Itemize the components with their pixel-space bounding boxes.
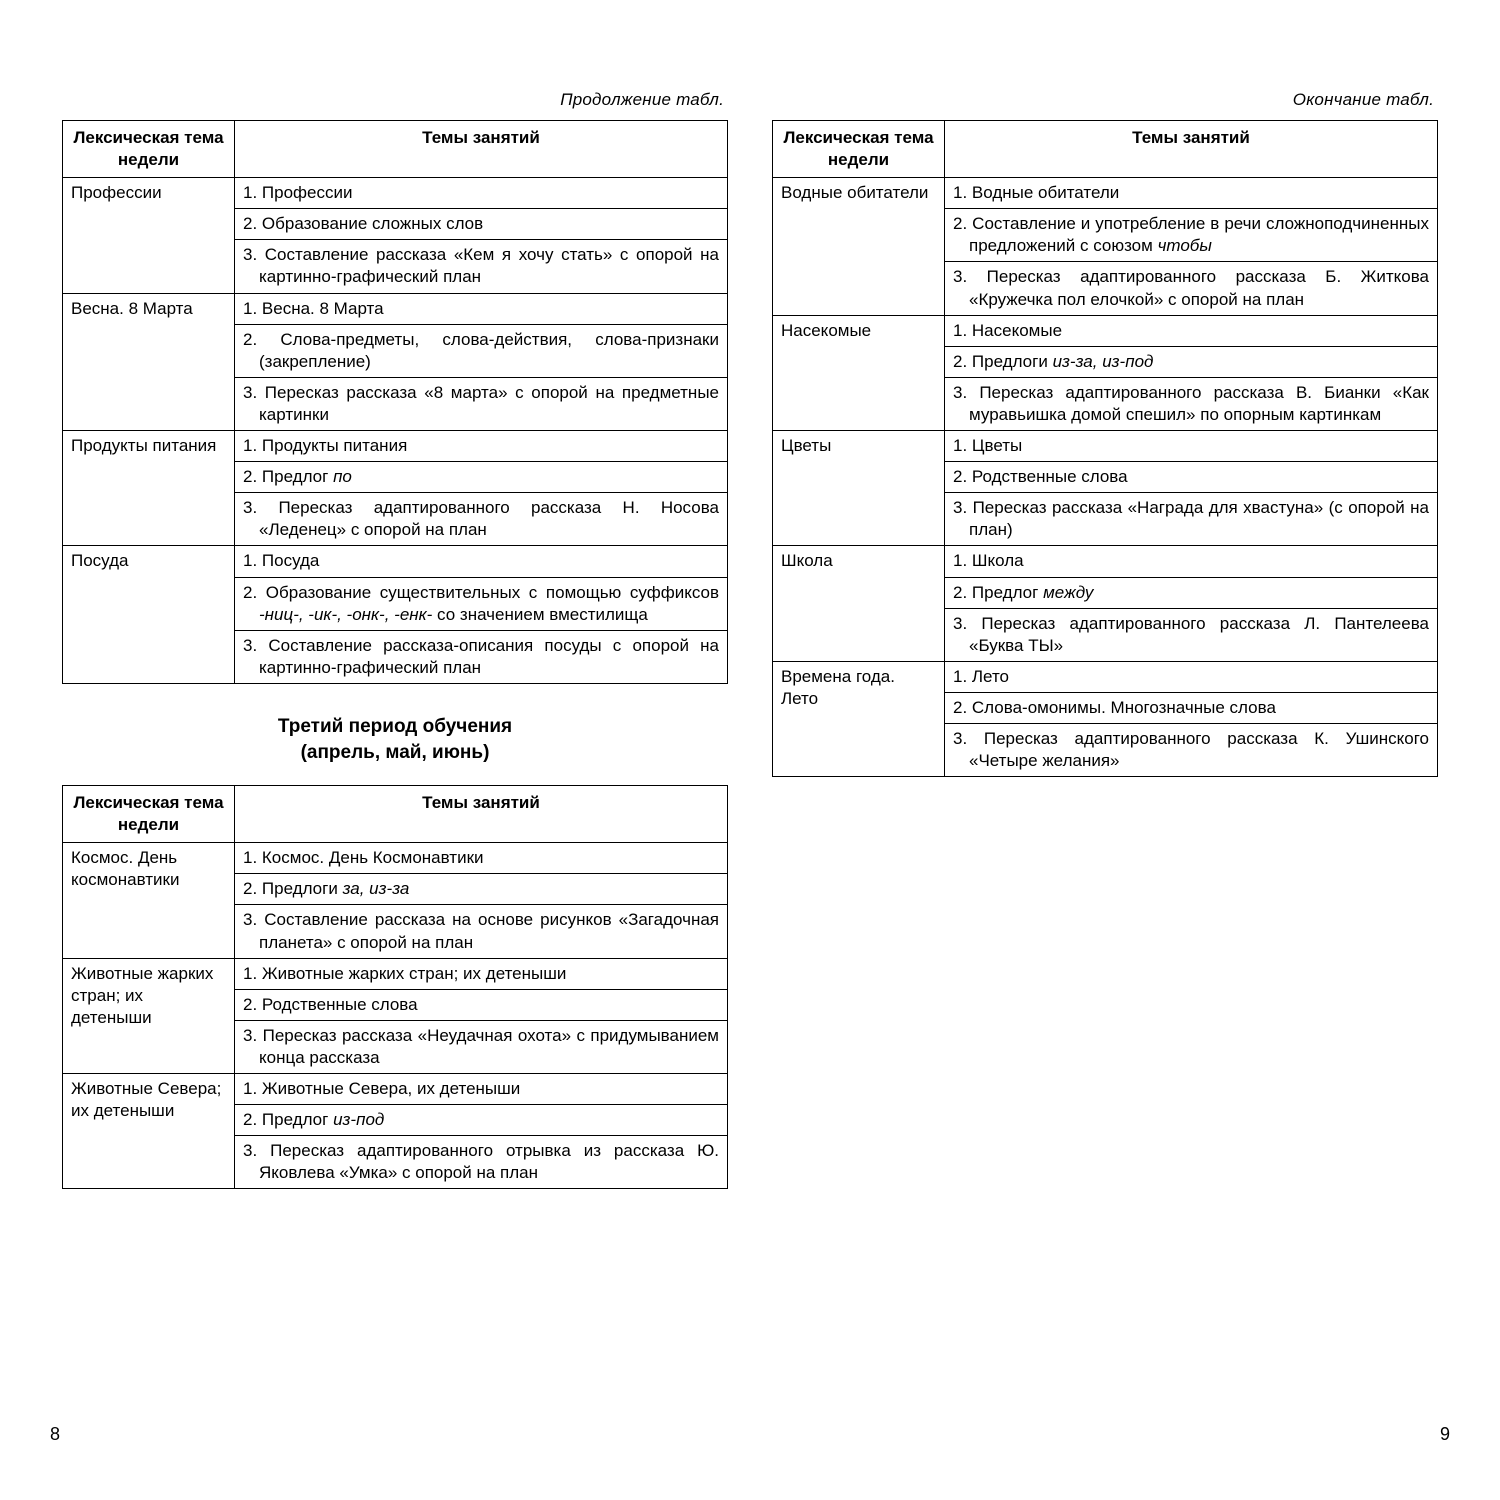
lesson-cell: 3. Пересказ адаптированного рассказа К. … xyxy=(945,723,1438,776)
page-left: Продолжение табл. Лексическая тема недел… xyxy=(40,90,750,1189)
lesson-cell: 2. Предлог между xyxy=(945,577,1438,608)
table-row: Насекомые1. Насекомые xyxy=(773,315,1438,346)
topic-cell: Водные обитатели xyxy=(773,178,945,315)
lexical-table-2: Лексическая тема недели Темы занятий Кос… xyxy=(62,785,728,1189)
lesson-cell: 1. Животные Севера, их детеныши xyxy=(235,1074,728,1105)
col-header-theme: Лексическая тема недели xyxy=(63,786,235,843)
lesson-cell: 2. Слова-предметы, слова-действия, слова… xyxy=(235,324,728,377)
lesson-cell: 1. Насекомые xyxy=(945,315,1438,346)
table-ending-caption: Окончание табл. xyxy=(772,90,1434,110)
lesson-cell: 1. Животные жарких стран; их детеныши xyxy=(235,958,728,989)
topic-cell: Профессии xyxy=(63,178,235,293)
table-continuation-caption: Продолжение табл. xyxy=(62,90,724,110)
lesson-cell: 3. Пересказ адаптированного рассказа Л. … xyxy=(945,608,1438,661)
col-header-lessons: Темы занятий xyxy=(945,121,1438,178)
topic-cell: Цветы xyxy=(773,431,945,546)
topic-cell: Космос. День космонавтики xyxy=(63,843,235,958)
topic-cell: Насекомые xyxy=(773,315,945,430)
col-header-theme: Лексическая тема недели xyxy=(773,121,945,178)
lesson-cell: 3. Пересказ рассказа «8 марта» с опорой … xyxy=(235,377,728,430)
table-row: Профессии1. Профессии xyxy=(63,178,728,209)
lesson-cell: 3. Пересказ адаптированного рассказа Б. … xyxy=(945,262,1438,315)
lesson-cell: 2. Родственные слова xyxy=(945,462,1438,493)
lesson-cell: 1. Лето xyxy=(945,661,1438,692)
topic-cell: Посуда xyxy=(63,546,235,683)
document-spread: Продолжение табл. Лексическая тема недел… xyxy=(0,0,1500,1189)
lesson-cell: 2. Составление и употребление в речи сло… xyxy=(945,209,1438,262)
page-number-left: 8 xyxy=(50,1424,60,1445)
table-row: Водные обитатели1. Водные обитатели xyxy=(773,178,1438,209)
table-row: Животные Севера;их детеныши1. Животные С… xyxy=(63,1074,728,1105)
topic-cell: Животные жарких стран; их детеныши xyxy=(63,958,235,1073)
lesson-cell: 1. Профессии xyxy=(235,178,728,209)
topic-cell: Школа xyxy=(773,546,945,661)
lesson-cell: 2. Предлог из-под xyxy=(235,1105,728,1136)
lesson-cell: 3. Пересказ рассказа «Награда для хвасту… xyxy=(945,493,1438,546)
lexical-table-1: Лексическая тема недели Темы занятий Про… xyxy=(62,120,728,684)
lexical-table-3: Лексическая тема недели Темы занятий Вод… xyxy=(772,120,1438,777)
lesson-cell: 2. Образование существительных с помощью… xyxy=(235,577,728,630)
lesson-cell: 1. Космос. День Космонавтики xyxy=(235,843,728,874)
col-header-lessons: Темы занятий xyxy=(235,786,728,843)
topic-cell: Продукты питания xyxy=(63,431,235,546)
table-row: Посуда1. Посуда xyxy=(63,546,728,577)
table-body: Профессии1. Профессии2. Образование слож… xyxy=(63,178,728,684)
table-row: Времена года. Лето1. Лето xyxy=(773,661,1438,692)
table-row: Школа1. Школа xyxy=(773,546,1438,577)
topic-cell: Времена года. Лето xyxy=(773,661,945,776)
topic-cell: Весна. 8 Марта xyxy=(63,293,235,430)
lesson-cell: 2. Слова-омонимы. Многозначные слова xyxy=(945,692,1438,723)
lesson-cell: 3. Составление рассказа на основе рисунк… xyxy=(235,905,728,958)
lesson-cell: 3. Пересказ адаптированного отрывка из р… xyxy=(235,1136,728,1189)
col-header-theme: Лексическая тема недели xyxy=(63,121,235,178)
table-row: Цветы1. Цветы xyxy=(773,431,1438,462)
lesson-cell: 3. Пересказ адаптированного рассказа В. … xyxy=(945,377,1438,430)
table-row: Продукты питания1. Продукты питания xyxy=(63,431,728,462)
lesson-cell: 1. Весна. 8 Марта xyxy=(235,293,728,324)
lesson-cell: 2. Предлог по xyxy=(235,462,728,493)
lesson-cell: 1. Цветы xyxy=(945,431,1438,462)
table-row: Весна. 8 Марта1. Весна. 8 Марта xyxy=(63,293,728,324)
lesson-cell: 2. Предлоги за, из-за xyxy=(235,874,728,905)
table-body: Космос. День космонавтики1. Космос. День… xyxy=(63,843,728,1189)
lesson-cell: 3. Пересказ рассказа «Неудачная охота» с… xyxy=(235,1020,728,1073)
lesson-cell: 2. Родственные слова xyxy=(235,989,728,1020)
section-heading-period3: Третий период обучения(апрель, май, июнь… xyxy=(62,714,728,767)
page-number-right: 9 xyxy=(1440,1424,1450,1445)
table-header-row: Лексическая тема недели Темы занятий xyxy=(63,786,728,843)
lesson-cell: 2. Образование сложных слов xyxy=(235,209,728,240)
lesson-cell: 2. Предлоги из-за, из-под xyxy=(945,346,1438,377)
lesson-cell: 3. Пересказ адаптированного рассказа Н. … xyxy=(235,493,728,546)
lesson-cell: 1. Школа xyxy=(945,546,1438,577)
page-right: Окончание табл. Лексическая тема недели … xyxy=(750,90,1460,1189)
lesson-cell: 3. Составление рассказа-описания посуды … xyxy=(235,630,728,683)
table-header-row: Лексическая тема недели Темы занятий xyxy=(773,121,1438,178)
lesson-cell: 1. Посуда xyxy=(235,546,728,577)
table-header-row: Лексическая тема недели Темы занятий xyxy=(63,121,728,178)
table-row: Космос. День космонавтики1. Космос. День… xyxy=(63,843,728,874)
table-row: Животные жарких стран; их детеныши1. Жив… xyxy=(63,958,728,989)
lesson-cell: 1. Продукты питания xyxy=(235,431,728,462)
lesson-cell: 3. Составление рассказа «Кем я хочу стат… xyxy=(235,240,728,293)
topic-cell: Животные Севера;их детеныши xyxy=(63,1074,235,1189)
table-body: Водные обитатели1. Водные обитатели2. Со… xyxy=(773,178,1438,777)
lesson-cell: 1. Водные обитатели xyxy=(945,178,1438,209)
col-header-lessons: Темы занятий xyxy=(235,121,728,178)
